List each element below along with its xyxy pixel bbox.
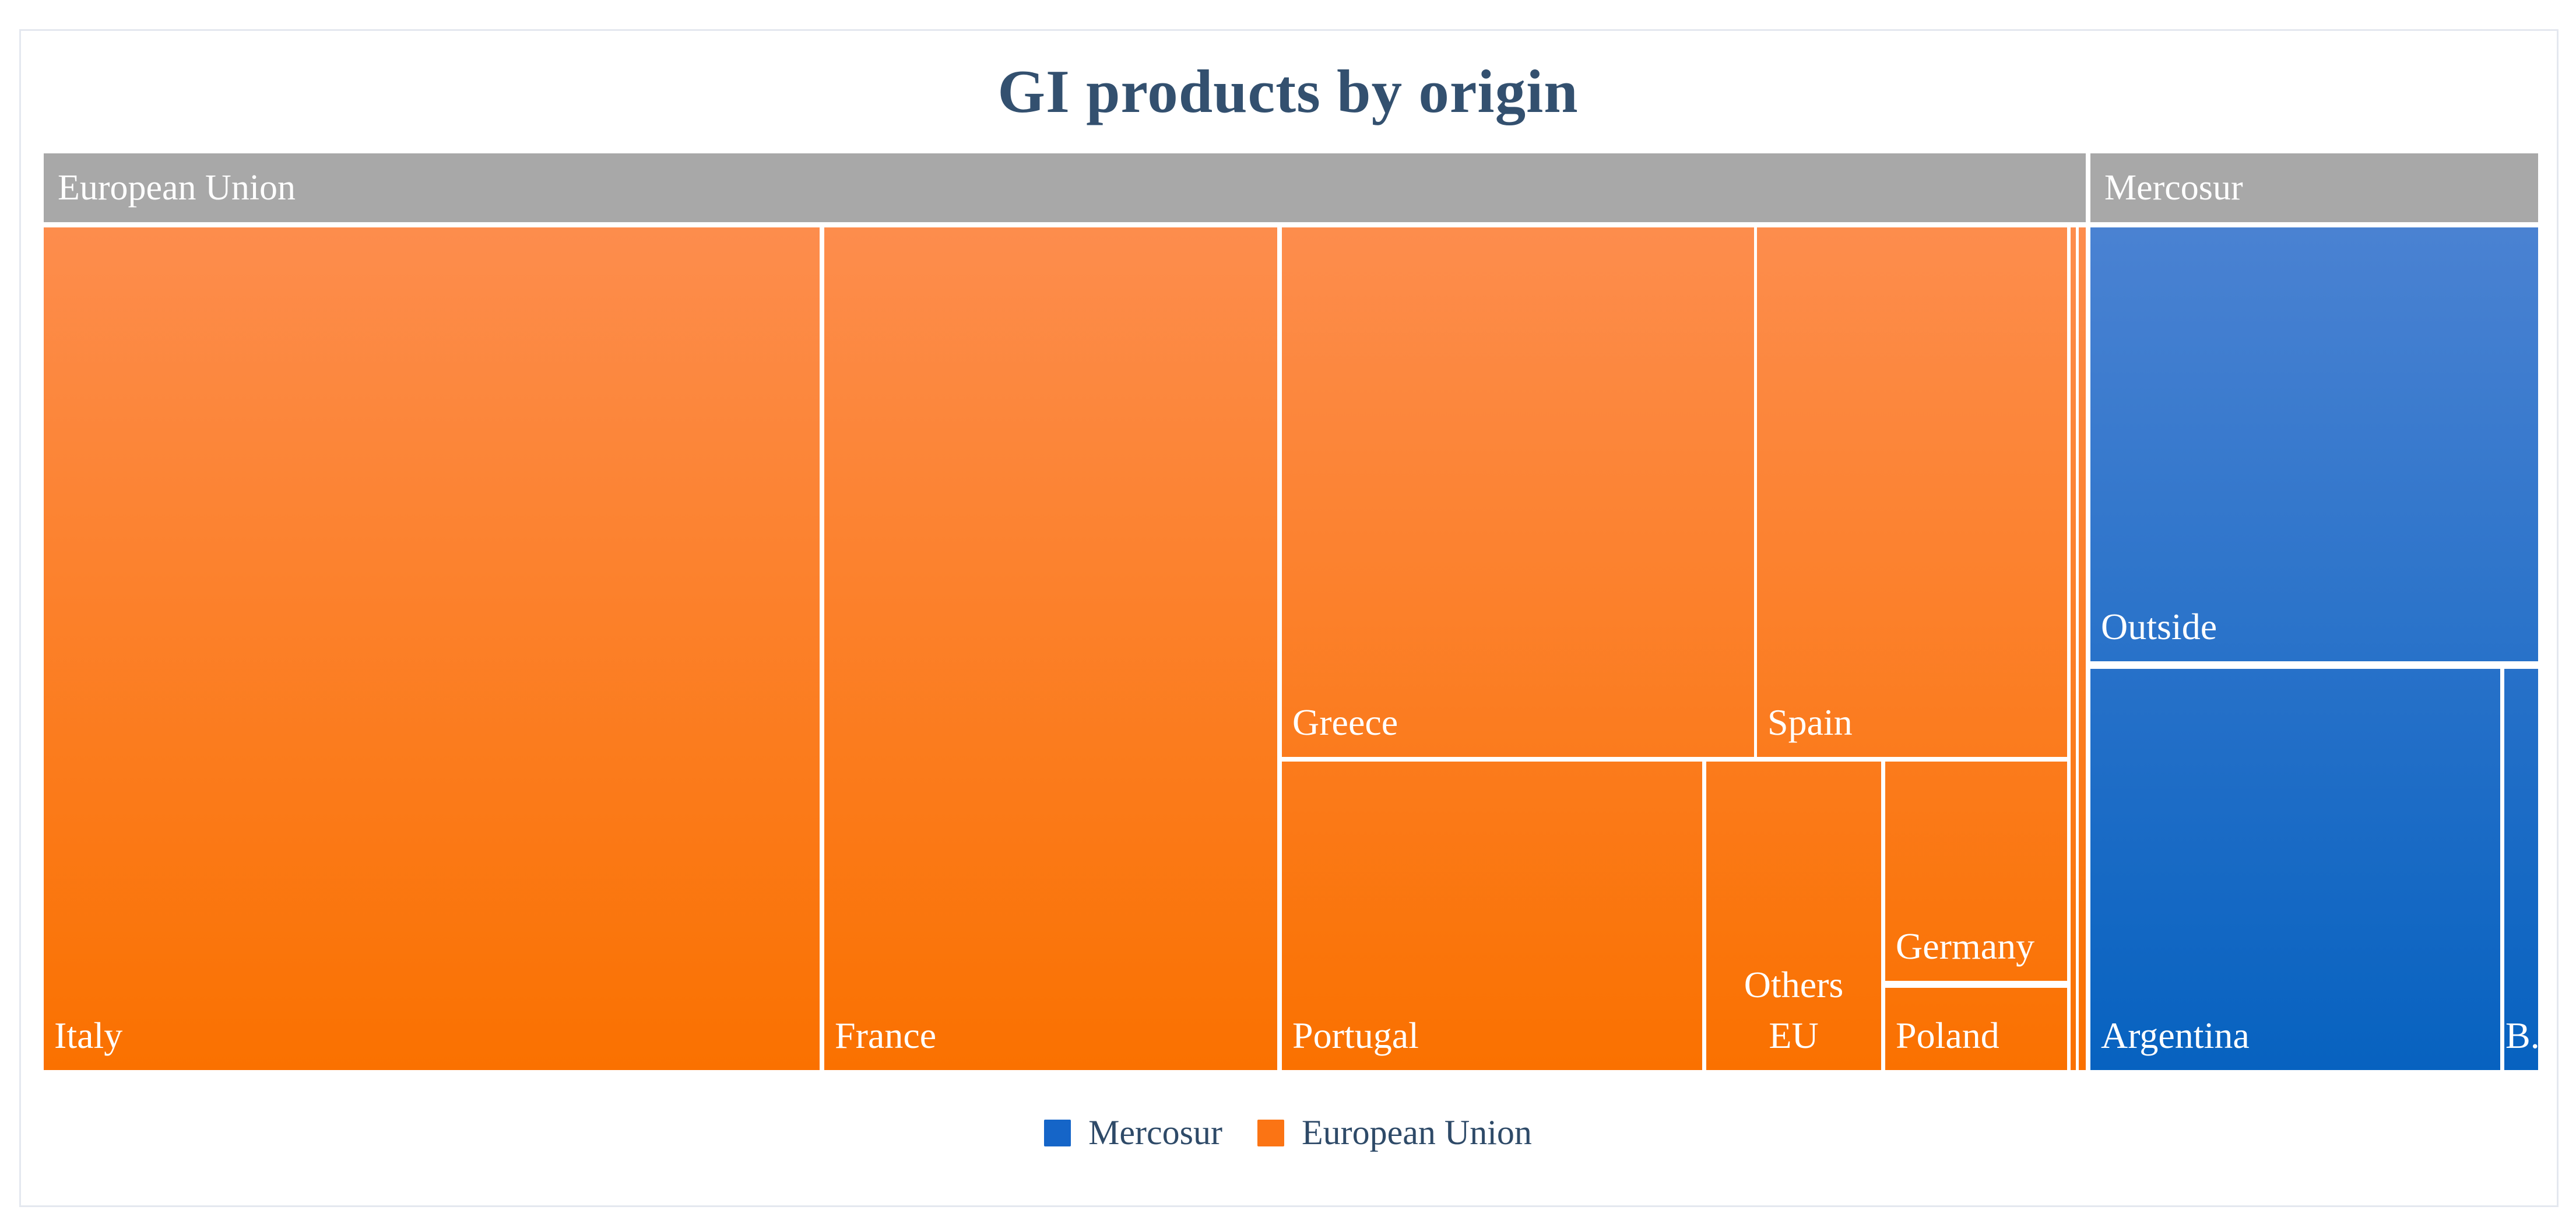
- treemap-cell-outside: Outside: [2090, 227, 2538, 661]
- treemap-cell-greece: Greece: [1282, 227, 1754, 757]
- treemap-cell-poland: Poland: [1885, 988, 2067, 1070]
- treemap-cell-label: Portugal: [1292, 1014, 1419, 1056]
- treemap-cell-label: Poland: [1896, 1014, 1999, 1056]
- treemap-cell-label: Germany: [1896, 925, 2035, 967]
- treemap-cell-label: Italy: [54, 1014, 123, 1056]
- treemap-cell-spain: Spain: [1757, 227, 2067, 757]
- category-band-label: European Union: [58, 167, 296, 208]
- treemap-cell-unlabeled: [2079, 227, 2086, 1070]
- treemap-cell-portugal: Portugal: [1282, 762, 1702, 1070]
- treemap-cell-label: Outside: [2101, 605, 2217, 647]
- treemap-cell-label: Others EU: [1744, 964, 1844, 1056]
- category-band-mercosur: Mercosur: [2090, 153, 2538, 222]
- legend: Mercosur European Union: [0, 1113, 2576, 1153]
- treemap-cell-label: France: [835, 1014, 937, 1056]
- treemap-cell-others-eu: Others EU: [1706, 762, 1881, 1070]
- legend-item-mercosur: Mercosur: [1044, 1113, 1222, 1153]
- treemap-cell-italy: Italy: [44, 227, 820, 1070]
- category-band-european-union: European Union: [44, 153, 2086, 222]
- treemap-cell-france: France: [824, 227, 1277, 1070]
- category-band-label: Mercosur: [2104, 167, 2243, 208]
- treemap-cell-label: Argentina: [2101, 1014, 2250, 1056]
- treemap-cell-label: Spain: [1767, 701, 1853, 743]
- treemap-cell-germany: Germany: [1885, 762, 2067, 981]
- treemap-cell-argentina: Argentina: [2090, 669, 2500, 1070]
- treemap-cell-label: B..: [2505, 1014, 2549, 1056]
- legend-swatch-mercosur: [1044, 1119, 1071, 1146]
- chart-title: GI products by origin: [997, 57, 1579, 125]
- treemap-cell-label: Greece: [1292, 701, 1398, 743]
- treemap-cell-b: B..: [2504, 669, 2549, 1070]
- treemap-cell-unlabeled: [2071, 227, 2076, 1070]
- figure-border: [19, 29, 2559, 1207]
- legend-label-mercosur: Mercosur: [1088, 1113, 1222, 1152]
- legend-label-european-union: European Union: [1302, 1113, 1532, 1152]
- legend-swatch-european-union: [1257, 1119, 1284, 1146]
- legend-item-european-union: European Union: [1257, 1113, 1532, 1153]
